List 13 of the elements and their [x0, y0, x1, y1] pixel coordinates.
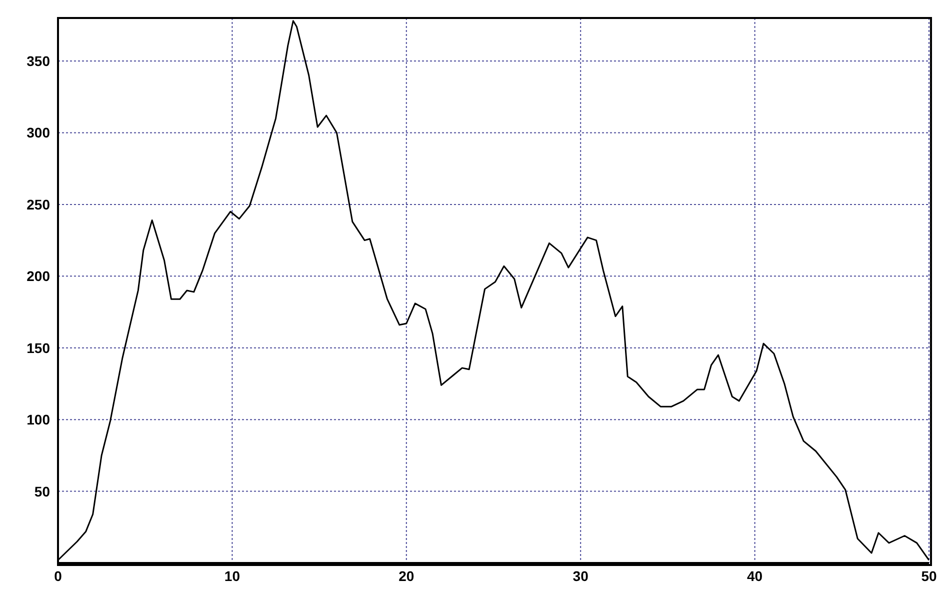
x-tick-label: 30 [572, 568, 589, 584]
x-tick-label: 20 [398, 568, 414, 584]
y-tick-label: 350 [26, 52, 50, 69]
y-tick-label: 150 [26, 340, 50, 356]
x-tick-label: 40 [747, 568, 763, 584]
x-tick-label: 0 [54, 568, 62, 584]
x-tick-label: 50 [921, 568, 937, 584]
x-tick-label: 10 [224, 568, 240, 584]
y-tick-label: 300 [26, 124, 50, 141]
y-tick-label: 200 [26, 268, 50, 284]
y-tick-label: 100 [26, 412, 50, 428]
y-tick-label: 250 [26, 196, 50, 212]
y-tick-label: 50 [34, 483, 50, 500]
